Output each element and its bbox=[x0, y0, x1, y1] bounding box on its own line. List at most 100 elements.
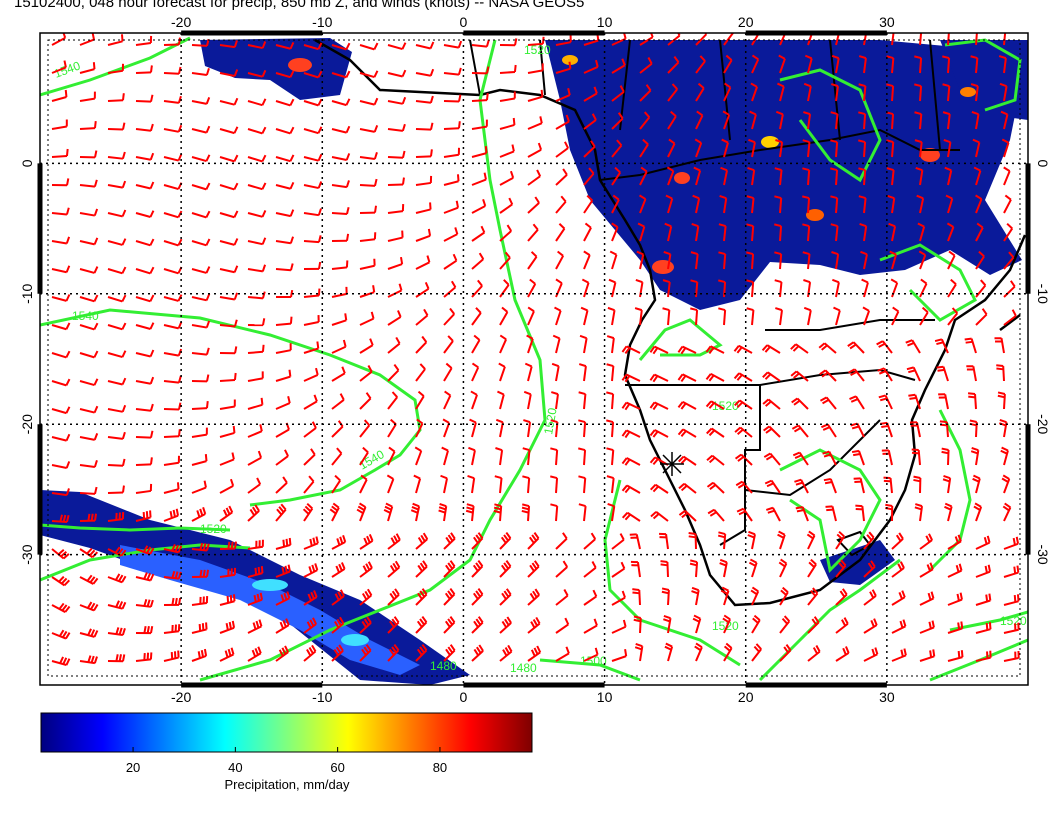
wind-barb bbox=[443, 200, 460, 214]
wind-barb-shaft bbox=[667, 198, 674, 214]
wind-barb-shaft bbox=[387, 44, 403, 51]
wind-barb bbox=[527, 142, 543, 158]
wind-barb bbox=[443, 532, 456, 550]
wind-barb-feather bbox=[901, 590, 906, 598]
wind-barb-feather bbox=[1000, 110, 1008, 116]
wind-barb bbox=[51, 629, 71, 640]
wind-barb-feather bbox=[708, 374, 715, 382]
wind-barb-feather bbox=[606, 447, 614, 452]
wind-barb-feather bbox=[804, 54, 813, 60]
wind-barb-feather bbox=[260, 566, 264, 574]
wind-barb bbox=[527, 588, 540, 606]
wind-barb bbox=[247, 566, 264, 578]
wind-barb bbox=[606, 363, 615, 382]
height-contour bbox=[638, 318, 723, 361]
wind-barb-feather bbox=[718, 223, 726, 228]
wind-barb bbox=[191, 507, 207, 522]
wind-barb-feather bbox=[334, 474, 341, 482]
wind-barb-feather bbox=[205, 320, 211, 328]
wind-barb-shaft bbox=[135, 324, 151, 330]
wind-barb-feather bbox=[308, 646, 314, 655]
wind-barb-feather bbox=[313, 394, 318, 402]
wind-barb-feather bbox=[65, 294, 71, 302]
wind-barb-shaft bbox=[499, 123, 515, 130]
wind-barb bbox=[135, 181, 155, 190]
wind-barb bbox=[975, 593, 992, 606]
wind-barb-feather bbox=[478, 644, 484, 652]
wind-barb bbox=[51, 378, 71, 387]
wind-barb-shaft bbox=[79, 324, 95, 331]
wind-barb-shaft bbox=[527, 338, 534, 354]
wind-barb bbox=[329, 502, 340, 522]
wind-barb-feather bbox=[59, 514, 64, 522]
wind-barb bbox=[415, 122, 434, 131]
wind-barb bbox=[79, 574, 99, 585]
wind-barb-shaft bbox=[331, 345, 347, 354]
wind-barb-shaft bbox=[275, 322, 292, 326]
wind-barb bbox=[79, 179, 98, 188]
wind-barb-feather bbox=[666, 166, 674, 172]
wind-barb-shaft bbox=[947, 312, 959, 326]
lon-tick-label-top: 0 bbox=[460, 14, 468, 30]
wind-barb-feather bbox=[986, 535, 991, 543]
wind-barb bbox=[886, 55, 895, 74]
wind-barb-feather bbox=[361, 620, 367, 628]
wind-barb-feather bbox=[226, 595, 230, 603]
wind-barb-feather bbox=[447, 646, 454, 654]
wind-barb-shaft bbox=[247, 100, 263, 107]
wind-barb-feather bbox=[523, 390, 532, 396]
wind-barb-shaft bbox=[807, 141, 811, 158]
wind-barb bbox=[606, 391, 615, 410]
wind-barb-shaft bbox=[835, 282, 840, 298]
wind-barb-shaft bbox=[919, 33, 923, 46]
wind-barb-shaft bbox=[51, 436, 67, 442]
wind-barb-feather bbox=[495, 447, 503, 452]
wind-barb-feather bbox=[753, 645, 760, 653]
wind-barb bbox=[135, 599, 154, 608]
wind-barb-feather bbox=[565, 114, 570, 122]
wind-barb bbox=[51, 60, 67, 74]
wind-barb bbox=[79, 628, 99, 638]
wind-barb-feather bbox=[1013, 595, 1017, 603]
wind-barb-shaft bbox=[443, 422, 451, 438]
precipitation-field bbox=[40, 38, 1028, 685]
precip-cell bbox=[806, 209, 824, 221]
wind-barb bbox=[163, 597, 182, 606]
wind-barb bbox=[717, 531, 727, 550]
wind-barb bbox=[135, 430, 154, 439]
wind-barb-feather bbox=[93, 378, 99, 386]
wind-barb-shaft bbox=[135, 71, 152, 74]
wind-barb bbox=[247, 291, 266, 300]
wind-barb-feather bbox=[792, 451, 801, 457]
wind-barb-feather bbox=[473, 620, 479, 628]
wind-barb bbox=[858, 55, 867, 74]
wind-barb-shaft bbox=[331, 128, 347, 134]
wind-barb-feather bbox=[932, 649, 936, 657]
precip-area-central-africa bbox=[545, 40, 1022, 310]
wind-barb-feather bbox=[65, 433, 71, 442]
wind-barb-feather bbox=[93, 350, 99, 358]
wind-barb-feather bbox=[719, 195, 727, 200]
wind-barb-shaft bbox=[247, 240, 263, 246]
wind-barb-feather bbox=[384, 505, 392, 511]
wind-barb-feather bbox=[317, 235, 322, 243]
wind-barb-shaft bbox=[443, 450, 449, 466]
wind-barb bbox=[527, 616, 541, 634]
wind-barb-feather bbox=[365, 644, 372, 652]
wind-barb-feather bbox=[665, 642, 673, 648]
wind-barb bbox=[387, 391, 399, 410]
wind-barb-feather bbox=[65, 350, 71, 358]
wind-barb-feather bbox=[86, 574, 93, 582]
wind-barb-shaft bbox=[583, 566, 597, 578]
wind-barb bbox=[135, 266, 155, 275]
wind-barb-shaft bbox=[499, 176, 514, 186]
wind-barb-feather bbox=[449, 644, 456, 652]
wind-barb-feather bbox=[860, 250, 868, 256]
wind-barb bbox=[443, 94, 462, 103]
wind-barb bbox=[578, 503, 587, 522]
wind-barb bbox=[707, 508, 725, 522]
wind-barb bbox=[807, 587, 819, 606]
wind-barb bbox=[499, 144, 515, 158]
wind-barb-shaft bbox=[275, 240, 291, 245]
wind-barb-shaft bbox=[611, 117, 624, 130]
